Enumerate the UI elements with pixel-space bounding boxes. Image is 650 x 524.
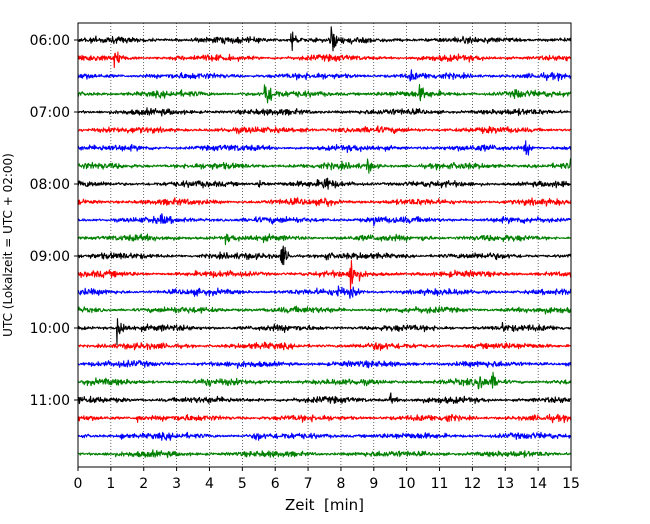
y-tick-label: 07:00	[30, 105, 70, 121]
y-tick-label: 10:00	[30, 321, 70, 337]
y-tick-label: 11:00	[30, 393, 70, 409]
trace-line	[77, 341, 572, 351]
x-tick-label: 8	[336, 476, 345, 492]
y-tick-label: 08:00	[30, 177, 70, 193]
x-axis: 0 1 2 3 4 5 6 7 8 9 10 11 12 13 14 15	[74, 467, 580, 492]
x-tick-label: 1	[106, 476, 115, 492]
y-tick-label: 06:00	[30, 33, 70, 49]
y-axis: 06:00 07:00 08:00 09:00 10:00 11:00	[30, 33, 78, 409]
x-tick-label: 7	[304, 476, 313, 492]
trace-line	[77, 413, 572, 424]
x-tick-label: 14	[529, 476, 547, 492]
trace-line	[77, 158, 572, 174]
trace-line	[77, 449, 572, 459]
x-tick-label: 10	[398, 476, 416, 492]
x-tick-label: 9	[369, 476, 378, 492]
trace-line	[77, 318, 572, 346]
x-tick-label: 6	[271, 476, 280, 492]
x-tick-label: 4	[205, 476, 214, 492]
trace-line	[77, 26, 572, 52]
x-tick-label: 2	[139, 476, 148, 492]
trace-line	[77, 260, 572, 291]
trace-line	[77, 305, 572, 315]
trace-line	[77, 431, 572, 441]
trace-line	[77, 245, 572, 266]
trace-line	[77, 177, 572, 190]
trace-line	[77, 213, 572, 227]
trace-line	[77, 107, 572, 117]
plot-frame	[77, 22, 572, 468]
trace-line	[77, 392, 572, 405]
trace-line	[77, 69, 572, 82]
x-tick-label: 5	[238, 476, 247, 492]
trace-layer	[77, 26, 572, 459]
trace-line	[77, 140, 572, 156]
y-tick-label: 09:00	[30, 249, 70, 265]
y-axis-label: UTC (Lokalzeit = UTC + 02:00)	[1, 153, 15, 337]
trace-line	[77, 197, 572, 208]
grid-layer	[110, 23, 539, 467]
trace-line	[77, 359, 572, 369]
x-tick-label: 15	[562, 476, 580, 492]
trace-line	[77, 51, 572, 69]
x-tick-label: 0	[74, 476, 83, 492]
x-tick-label: 13	[496, 476, 514, 492]
trace-line	[77, 125, 572, 135]
x-tick-label: 11	[431, 476, 449, 492]
x-tick-label: 12	[463, 476, 481, 492]
trace-line	[77, 285, 572, 299]
trace-line	[77, 233, 572, 246]
x-tick-label: 3	[172, 476, 181, 492]
trace-line	[77, 371, 572, 390]
x-axis-label: Zeit [min]	[285, 496, 364, 514]
trace-line	[77, 84, 572, 104]
